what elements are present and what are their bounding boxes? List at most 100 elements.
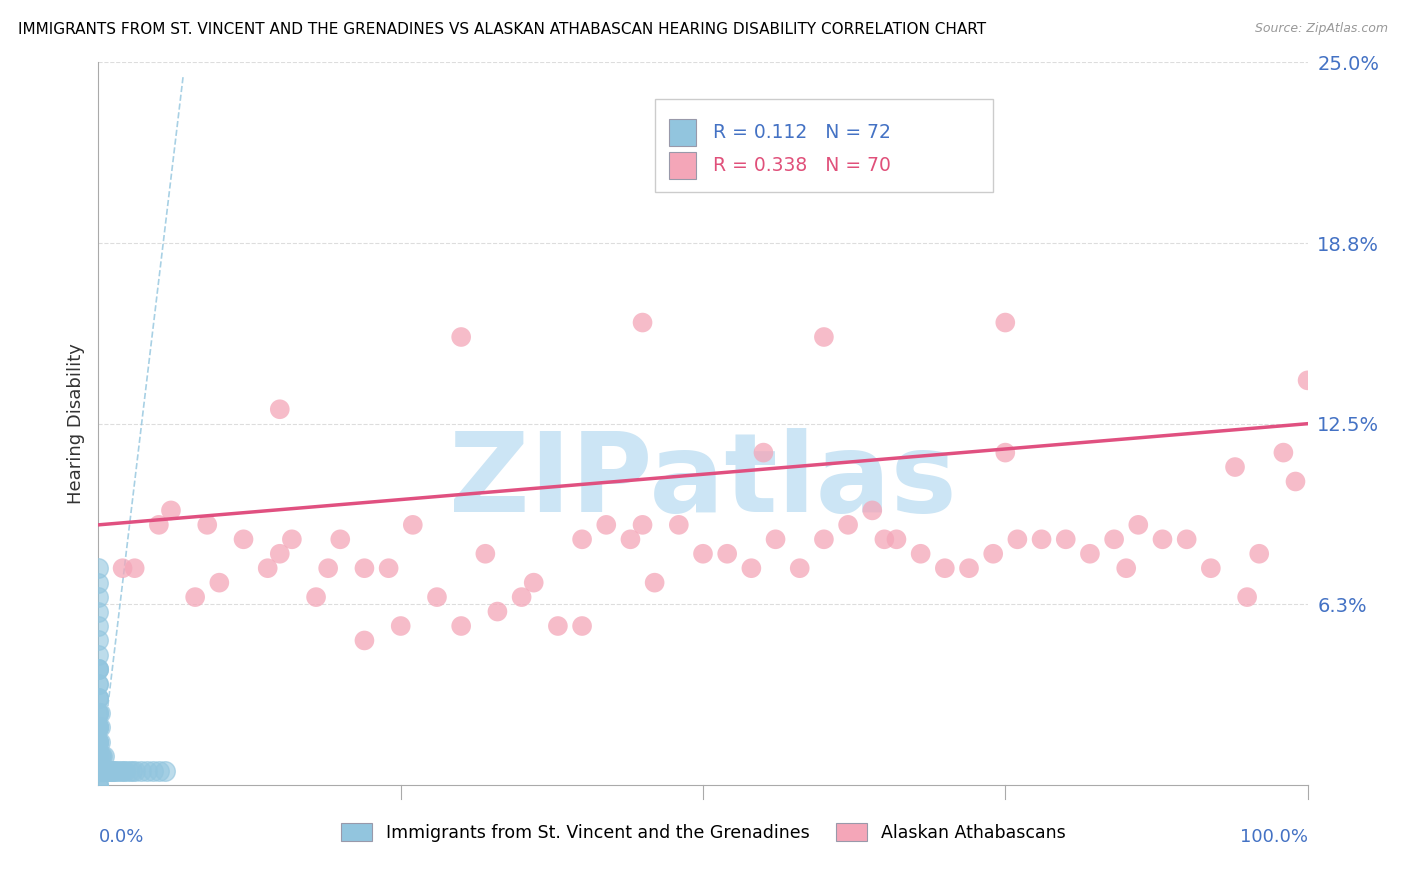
Point — [100, 764, 122, 778]
Point — [813, 533, 835, 547]
Point — [97, 764, 120, 778]
Point — [142, 764, 165, 778]
Point — [87, 677, 110, 691]
Point — [108, 764, 131, 778]
Point — [547, 619, 569, 633]
Point — [934, 561, 956, 575]
Point — [595, 517, 617, 532]
Point — [87, 605, 110, 619]
Point — [1128, 517, 1150, 532]
Point — [93, 764, 115, 778]
Point — [91, 764, 114, 778]
Point — [100, 764, 122, 778]
Point — [87, 764, 110, 778]
Point — [269, 547, 291, 561]
Point — [121, 764, 143, 778]
Point — [571, 619, 593, 633]
Point — [90, 764, 112, 778]
Point — [135, 764, 157, 778]
Point — [87, 720, 110, 734]
Point — [1102, 533, 1125, 547]
Point — [87, 749, 110, 764]
Text: Source: ZipAtlas.com: Source: ZipAtlas.com — [1254, 22, 1388, 36]
Point — [87, 662, 110, 676]
Point — [87, 561, 110, 575]
Point — [571, 533, 593, 547]
Point — [87, 764, 110, 778]
Point — [87, 691, 110, 706]
Point — [87, 749, 110, 764]
Point — [89, 734, 111, 748]
Point — [87, 706, 110, 720]
Point — [269, 402, 291, 417]
Point — [153, 764, 176, 778]
Point — [256, 561, 278, 575]
Point — [87, 691, 110, 706]
Point — [1152, 533, 1174, 547]
Point — [87, 575, 110, 590]
Point — [353, 561, 375, 575]
Point — [981, 547, 1004, 561]
Point — [87, 734, 110, 748]
Point — [957, 561, 980, 575]
Point — [668, 517, 690, 532]
Legend: Immigrants from St. Vincent and the Grenadines, Alaskan Athabascans: Immigrants from St. Vincent and the Gren… — [333, 816, 1073, 848]
Point — [101, 764, 124, 778]
Point — [765, 533, 787, 547]
Point — [329, 533, 352, 547]
Point — [208, 575, 231, 590]
FancyBboxPatch shape — [655, 99, 993, 193]
Point — [87, 749, 110, 764]
Point — [93, 749, 115, 764]
Point — [98, 764, 121, 778]
Point — [631, 316, 654, 330]
Point — [789, 561, 811, 575]
Point — [87, 706, 110, 720]
Point — [87, 662, 110, 676]
Point — [124, 764, 146, 778]
Point — [87, 619, 110, 633]
Point — [305, 590, 328, 604]
Point — [316, 561, 339, 575]
Point — [1078, 547, 1101, 561]
Point — [124, 561, 146, 575]
Point — [752, 445, 775, 459]
Point — [148, 764, 170, 778]
Point — [1236, 590, 1258, 604]
Text: ZIPatlas: ZIPatlas — [449, 428, 957, 535]
Y-axis label: Hearing Disability: Hearing Disability — [66, 343, 84, 504]
Point — [87, 764, 110, 778]
Text: R = 0.112   N = 72: R = 0.112 N = 72 — [713, 123, 890, 142]
Point — [87, 720, 110, 734]
Point — [631, 517, 654, 532]
Point — [89, 720, 111, 734]
Point — [87, 734, 110, 748]
Point — [87, 720, 110, 734]
Point — [114, 764, 136, 778]
Point — [87, 662, 110, 676]
Point — [87, 749, 110, 764]
Point — [148, 517, 170, 532]
Point — [1031, 533, 1053, 547]
Text: 0.0%: 0.0% — [98, 829, 143, 847]
Point — [87, 590, 110, 604]
Point — [474, 547, 496, 561]
Point — [1296, 373, 1319, 387]
Point — [184, 590, 207, 604]
Point — [716, 547, 738, 561]
Point — [873, 533, 896, 547]
Point — [994, 316, 1017, 330]
Point — [644, 575, 666, 590]
Point — [87, 764, 110, 778]
FancyBboxPatch shape — [669, 119, 696, 146]
Point — [426, 590, 449, 604]
Point — [1175, 533, 1198, 547]
Point — [389, 619, 412, 633]
Point — [692, 547, 714, 561]
Point — [450, 330, 472, 344]
Point — [87, 734, 110, 748]
Point — [377, 561, 399, 575]
Point — [837, 517, 859, 532]
Point — [1223, 460, 1246, 475]
Point — [87, 749, 110, 764]
